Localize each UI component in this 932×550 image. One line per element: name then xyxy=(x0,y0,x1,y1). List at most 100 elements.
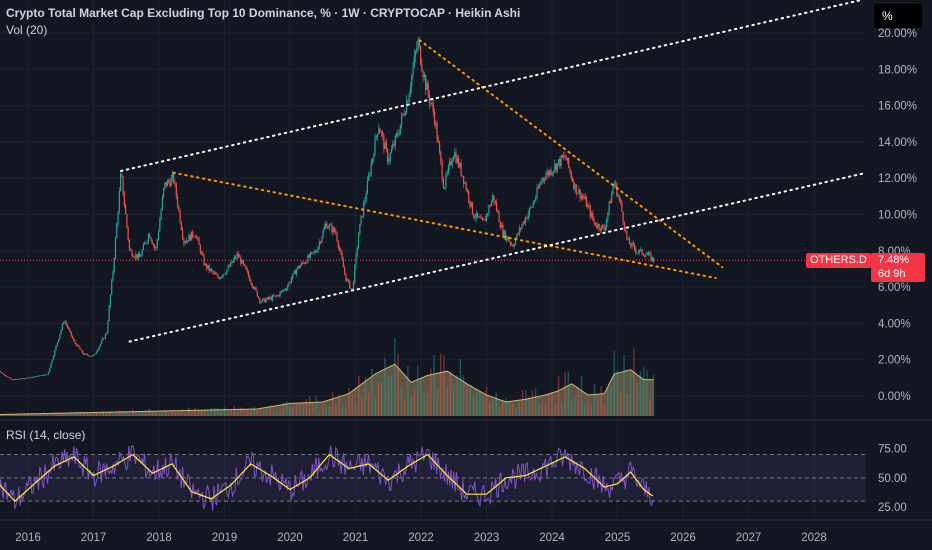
volume-bar xyxy=(489,402,491,416)
volume-bar xyxy=(266,407,268,416)
volume-bar xyxy=(138,411,141,416)
volume-bar xyxy=(557,375,560,416)
candle-body xyxy=(556,162,558,171)
volume-bar xyxy=(220,411,222,416)
candle-body xyxy=(156,239,158,248)
candle-body xyxy=(159,219,161,232)
candle-body xyxy=(13,379,15,380)
volume-indicator-label[interactable]: Vol (20) xyxy=(6,23,48,37)
volume-bar xyxy=(584,405,586,416)
candle-body xyxy=(218,278,220,279)
volume-bar xyxy=(141,412,144,416)
volume-bar xyxy=(63,412,65,416)
candle-body xyxy=(57,339,60,343)
candle-body xyxy=(613,182,615,188)
candle-body xyxy=(325,223,327,227)
candle-body xyxy=(340,250,342,253)
candle-body xyxy=(230,261,232,267)
candle-body xyxy=(544,179,546,181)
volume-bar xyxy=(145,410,147,416)
trendline-white-3 xyxy=(128,171,868,343)
candle-body xyxy=(501,224,503,228)
volume-bar xyxy=(73,413,75,416)
candle-body xyxy=(2,373,4,375)
candle-body xyxy=(31,376,33,378)
candle-body xyxy=(626,230,628,240)
candle-body xyxy=(83,353,85,355)
candle-body xyxy=(371,158,374,164)
candle-body xyxy=(580,195,582,199)
candle-body xyxy=(365,194,367,201)
candle-body xyxy=(617,195,619,197)
candle-body xyxy=(606,219,608,228)
volume-bar xyxy=(76,411,78,416)
candle-body xyxy=(246,269,248,272)
volume-bar xyxy=(96,412,98,416)
candle-body xyxy=(242,260,244,265)
candle-body xyxy=(593,218,595,223)
candle-body xyxy=(4,375,6,376)
candle-body xyxy=(652,257,655,262)
candle-body xyxy=(59,334,61,340)
candle-body xyxy=(85,353,87,355)
candle-body xyxy=(466,190,469,192)
candle-body xyxy=(128,239,131,250)
candle-body xyxy=(471,202,474,215)
trendlines[interactable] xyxy=(120,0,868,343)
percent-scale-button[interactable]: % xyxy=(874,4,922,28)
candle-body xyxy=(316,252,318,253)
candle-body xyxy=(290,278,293,283)
volume-bar xyxy=(289,406,291,416)
candle-body xyxy=(385,142,388,149)
candle-body xyxy=(441,161,443,180)
candle-body xyxy=(616,183,618,196)
candle-body xyxy=(114,238,117,259)
rsi-indicator-label[interactable]: RSI (14, close) xyxy=(6,428,86,442)
candle-body xyxy=(260,302,262,303)
candle-body xyxy=(257,296,260,298)
time-axis[interactable]: 2016 2017 2018 2019 2020 2021 2022 2023 2024 2025… xyxy=(15,532,827,544)
candle-body xyxy=(49,367,51,372)
candle-body xyxy=(376,133,379,137)
price-tick-label: 4.00% xyxy=(878,318,911,330)
candle-body xyxy=(499,222,501,228)
candle-body xyxy=(259,297,261,303)
volume-bar xyxy=(626,394,629,416)
time-tick-label: 2026 xyxy=(670,532,696,544)
volume-bar xyxy=(181,409,183,416)
candle-body xyxy=(559,159,561,166)
volume-bar xyxy=(518,401,520,416)
last-price-badge: 7.48% 6d 9h xyxy=(871,253,925,282)
candle-body xyxy=(222,274,224,277)
candle-body xyxy=(313,251,315,253)
candle-body xyxy=(452,156,455,162)
candle-body xyxy=(551,172,553,175)
candle-body xyxy=(366,180,369,195)
candle-body xyxy=(327,227,329,229)
candle-body xyxy=(473,214,475,219)
volume-bar xyxy=(259,408,262,416)
volume-bar xyxy=(456,375,458,416)
candle-body xyxy=(498,212,500,223)
candle-body xyxy=(213,272,215,274)
candle-body xyxy=(216,274,218,276)
candle-body xyxy=(579,189,581,199)
volume-bar xyxy=(430,368,432,416)
candle-body xyxy=(47,371,50,375)
price-axis[interactable]: 20.00% 18.00% 16.00% 14.00% 12.00% 10.00% 8.00… xyxy=(878,28,917,514)
candle-body xyxy=(50,363,52,368)
candle-body xyxy=(642,254,644,256)
candle-body xyxy=(584,196,586,199)
candle-body xyxy=(542,178,544,180)
volume-bar xyxy=(243,409,245,416)
candle-body xyxy=(271,295,274,301)
candle-body xyxy=(630,244,632,247)
candle-body xyxy=(361,215,363,217)
volume-bar xyxy=(341,406,344,416)
candle-body xyxy=(341,252,343,260)
candle-body xyxy=(527,213,529,219)
rsi-pane xyxy=(0,444,654,511)
candle-body xyxy=(531,206,533,208)
candle-body xyxy=(545,175,547,181)
